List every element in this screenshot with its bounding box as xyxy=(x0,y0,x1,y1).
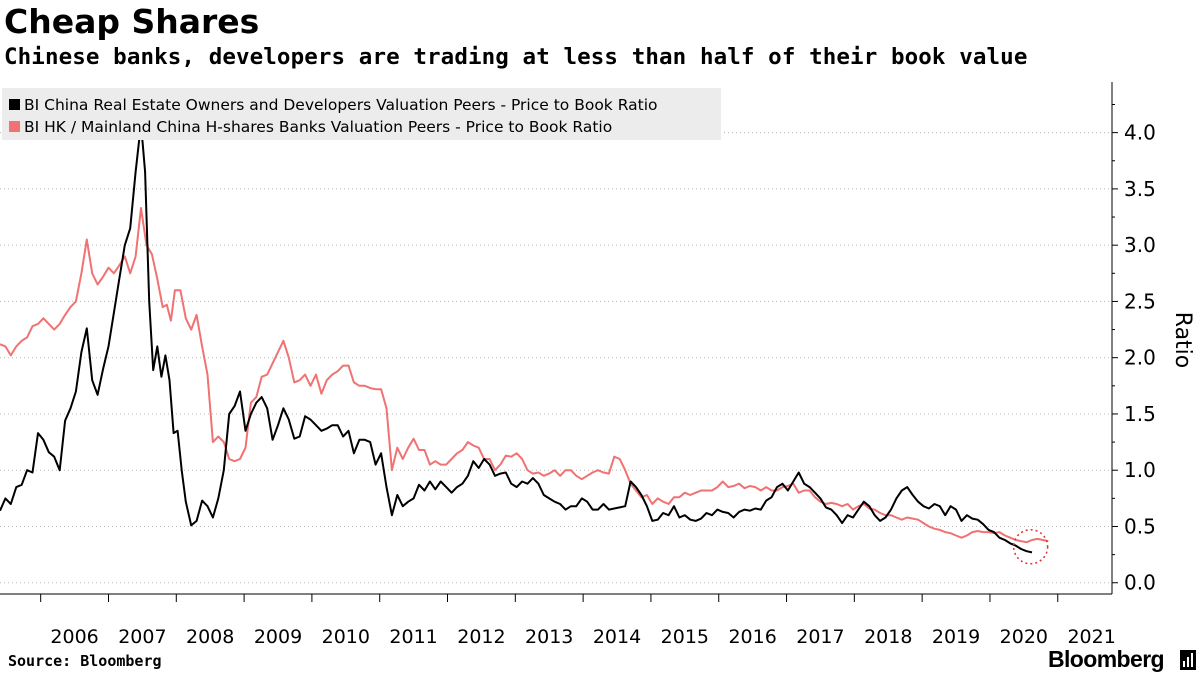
chart-subtitle: Chinese banks, developers are trading at… xyxy=(4,44,1028,70)
x-tick-label: 2020 xyxy=(1000,626,1048,648)
x-tick-label: 2007 xyxy=(118,626,166,648)
x-tick-label: 2018 xyxy=(864,626,912,648)
source-note: Source: Bloomberg xyxy=(8,652,162,670)
axes: 0.0 0.5 1.0 1.5 2.0 2.5 3.0 3.5 4.0 Ratio 2006 2007… xyxy=(0,82,1195,648)
y-tick-label: 4.0 xyxy=(1124,121,1156,145)
x-tick-label: 2016 xyxy=(728,626,776,648)
x-tick-label: 2021 xyxy=(1067,626,1115,648)
y-tick-label: 3.5 xyxy=(1124,177,1156,201)
x-tick-label: 2015 xyxy=(661,626,709,648)
legend-swatch xyxy=(9,121,20,132)
x-tick-label: 2013 xyxy=(525,626,573,648)
y-tick-label: 3.0 xyxy=(1124,233,1156,257)
y-tick-label: 1.0 xyxy=(1124,458,1156,482)
x-tick-label: 2006 xyxy=(50,626,98,648)
bloomberg-terminal-icon xyxy=(1180,650,1196,670)
y-tick-label: 2.5 xyxy=(1124,289,1156,313)
x-tick-label: 2012 xyxy=(457,626,505,648)
y-tick-label: 0.5 xyxy=(1124,514,1156,538)
legend-label: BI China Real Estate Owners and Develope… xyxy=(24,96,658,114)
annotation-layer xyxy=(1012,528,1049,565)
x-tick-label: 2011 xyxy=(389,626,437,648)
x-tick-label: 2017 xyxy=(796,626,844,648)
legend-box xyxy=(2,88,721,140)
y-tick-label: 1.5 xyxy=(1124,402,1156,426)
series-layer xyxy=(0,122,1049,554)
series-line-developers xyxy=(0,122,1033,554)
x-tick-label: 2010 xyxy=(322,626,370,648)
x-tick-label: 2019 xyxy=(932,626,980,648)
chart-title: Cheap Shares xyxy=(4,2,260,41)
x-tick-label: 2009 xyxy=(254,626,302,648)
highlight-circle xyxy=(1012,528,1049,565)
x-tick-label: 2014 xyxy=(593,626,641,648)
series-line-banks xyxy=(0,207,1049,544)
x-tick-label: 2008 xyxy=(186,626,234,648)
y-axis-title: Ratio xyxy=(1170,312,1195,368)
bloomberg-logo: Bloomberg xyxy=(1048,646,1165,672)
legend-swatch xyxy=(9,99,20,110)
legend-label: BI HK / Mainland China H-shares Banks Va… xyxy=(24,118,612,136)
y-tick-label: 2.0 xyxy=(1124,346,1156,370)
legend: BI China Real Estate Owners and Develope… xyxy=(2,88,721,140)
y-tick-label: 0.0 xyxy=(1124,571,1156,595)
